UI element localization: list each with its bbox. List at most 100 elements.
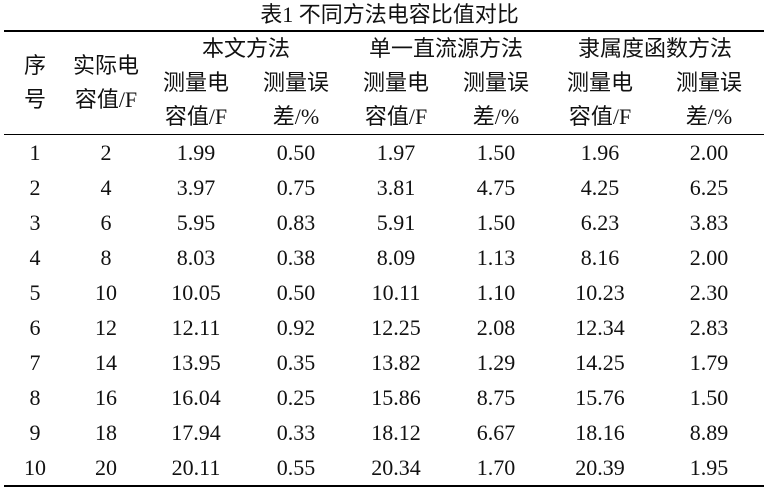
table-cell: 17.94	[171, 420, 221, 445]
table-cell: 15.76	[575, 385, 625, 410]
group-header: 单一直流源方法	[346, 30, 547, 66]
table-cell: 1.50	[476, 140, 516, 165]
table-row: 1 2 1.99 0.50 1.97 1.50 1.96 2.00	[4, 135, 764, 171]
table-cell: 16.04	[171, 385, 221, 410]
table-cell: 10.11	[371, 280, 421, 305]
header-cell: 实际电容值/F	[66, 30, 146, 135]
table-row: 6 12 12.11 0.92 12.25 2.08 12.34 2.83	[4, 310, 764, 345]
table-cell: 2.00	[689, 245, 729, 270]
table-cell: 10	[4, 450, 66, 487]
table-cell: 12.25	[371, 315, 421, 340]
table-row: 9 18 17.94 0.33 18.12 6.67 18.16 8.89	[4, 415, 764, 450]
table-cell: 0.75	[276, 175, 316, 200]
table-cell: 9	[29, 420, 41, 445]
table-cell: 7	[29, 350, 41, 375]
table-cell: 2.83	[689, 315, 729, 340]
table-cell: 1.50	[476, 210, 516, 235]
table-cell: 6.25	[689, 175, 729, 200]
header-text: 测量误差/%	[676, 70, 743, 129]
table-cell: 8.75	[476, 385, 516, 410]
table-cell: 16	[95, 385, 117, 410]
table-cell: 10.05	[171, 280, 221, 305]
table-cell: 0.92	[276, 315, 316, 340]
table-cell: 0.50	[276, 140, 316, 165]
table-row: 5 10 10.05 0.50 10.11 1.10 10.23 2.30	[4, 275, 764, 310]
table-cell: 5.91	[376, 210, 416, 235]
table-cell: 1.50	[689, 385, 729, 410]
header-cell: 测量电容值/F	[146, 66, 246, 135]
table-row: 10 20 20.11 0.55 20.34 1.70 20.39 1.95	[4, 450, 765, 487]
table-cell: 1.96	[580, 140, 620, 165]
table-cell: 3	[29, 210, 41, 235]
header-cell: 测量误差/%	[246, 66, 347, 135]
table-header: 序号 实际电容值/F 本文方法 单一直流源方法 隶属度函数方法 测量电容值/F 测量误差/%…	[4, 30, 765, 135]
table-cell: 6.67	[476, 420, 516, 445]
table-cell: 20	[66, 450, 146, 487]
table-cell: 0.25	[276, 385, 316, 410]
table-cell: 18.12	[371, 420, 421, 445]
table-cell: 10.23	[575, 280, 625, 305]
table-row: 3 6 5.95 0.83 5.91 1.50 6.23 3.83	[4, 205, 764, 240]
table-cell: 20.34	[346, 450, 447, 487]
table-cell: 4.75	[476, 175, 516, 200]
table-cell: 3.81	[376, 175, 416, 200]
table-cell: 1.29	[476, 350, 516, 375]
header-text: 测量误差/%	[262, 70, 329, 129]
table-cell: 10	[95, 280, 117, 305]
header-cell: 测量误差/%	[654, 66, 765, 135]
table-cell: 12.11	[171, 315, 221, 340]
table-cell: 8.09	[376, 245, 416, 270]
table-body: 1 2 1.99 0.50 1.97 1.50 1.96 2.00 2 4 3.97 0.75 3.81…	[4, 135, 765, 487]
table-title: 表1 不同方法电容比值对比	[260, 2, 519, 27]
table-cell: 0.33	[276, 420, 316, 445]
table-cell: 1.13	[476, 245, 516, 270]
table-row: 2 4 3.97 0.75 3.81 4.75 4.25 6.25	[4, 170, 764, 205]
table-cell: 20.11	[146, 450, 246, 487]
table-cell: 0.38	[276, 245, 316, 270]
table-cell: 2	[29, 175, 41, 200]
table-cell: 14.25	[575, 350, 625, 375]
header-cell: 测量误差/%	[446, 66, 547, 135]
table-cell: 0.55	[246, 450, 347, 487]
header-cell: 序号	[4, 30, 66, 135]
header-row: 序号 实际电容值/F 本文方法 单一直流源方法 隶属度函数方法	[4, 30, 765, 135]
table-cell: 13.82	[371, 350, 421, 375]
table-cell: 1.79	[689, 350, 729, 375]
table-row: 8 16 16.04 0.25 15.86 8.75 15.76 1.50	[4, 380, 764, 415]
table-cell: 0.83	[276, 210, 316, 235]
table-cell: 0.50	[276, 280, 316, 305]
table-cell: 1.97	[376, 140, 416, 165]
table-cell: 4	[100, 175, 112, 200]
table-cell: 8.03	[176, 245, 216, 270]
header-text: 序号	[23, 53, 46, 112]
header-cell: 测量电容值/F	[546, 66, 655, 135]
table-cell: 8	[29, 385, 41, 410]
table-cell: 5.95	[176, 210, 216, 235]
table-cell: 1.10	[476, 280, 516, 305]
table-cell: 4.25	[580, 175, 620, 200]
table-cell: 1.70	[446, 450, 547, 487]
group-header: 隶属度函数方法	[546, 30, 765, 66]
table-cell: 3.83	[689, 210, 729, 235]
table-cell: 6	[29, 315, 41, 340]
table-cell: 8.16	[580, 245, 620, 270]
table-cell: 2.08	[476, 315, 516, 340]
table-cell: 8	[100, 245, 112, 270]
header-text: 测量电容值/F	[567, 70, 634, 129]
table-cell: 5	[29, 280, 41, 305]
header-text: 测量电容值/F	[162, 70, 229, 129]
group-header: 本文方法	[146, 30, 347, 66]
table-cell: 13.95	[171, 350, 221, 375]
header-row: 测量电容值/F 测量误差/% 测量电容值/F 测量误差/% 测量电容值/F 测量误差/%	[4, 66, 765, 135]
table-cell: 18	[95, 420, 117, 445]
table-cell: 4	[29, 245, 41, 270]
table-cell: 1.95	[654, 450, 765, 487]
table-cell: 15.86	[371, 385, 421, 410]
table-cell: 8.89	[689, 420, 729, 445]
table-row: 7 14 13.95 0.35 13.82 1.29 14.25 1.79	[4, 345, 764, 380]
table-cell: 1.99	[176, 140, 216, 165]
header-cell: 测量电容值/F	[346, 66, 447, 135]
table-cell: 12	[95, 315, 117, 340]
header-text: 测量电容值/F	[363, 70, 430, 129]
